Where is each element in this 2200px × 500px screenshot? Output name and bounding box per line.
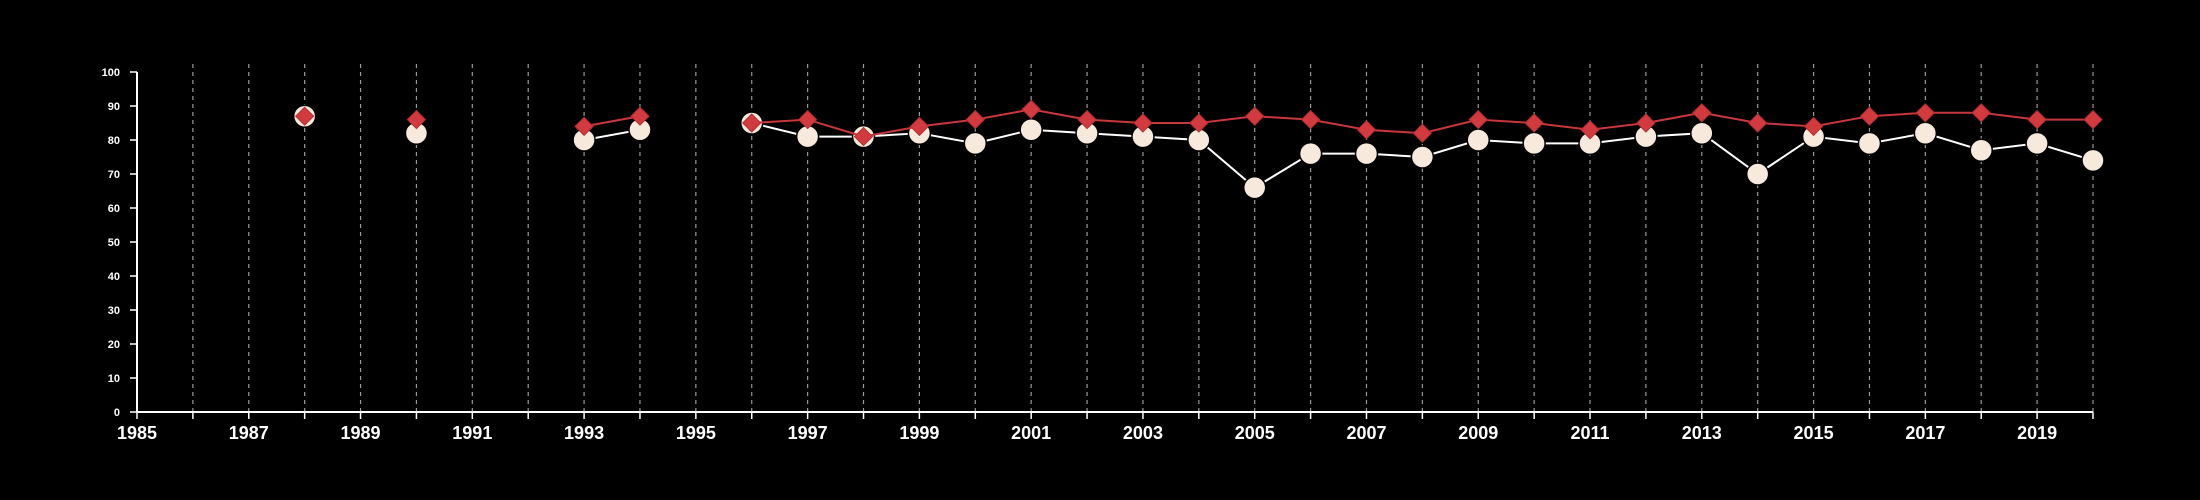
data-point-circle [1354,141,1379,166]
y-tick-label: 20 [108,339,120,351]
x-tick-label: 1995 [676,423,716,443]
y-tick-label: 70 [108,169,120,181]
data-point-diamond [1468,109,1488,130]
data-point-circle [2081,148,2105,173]
x-tick-label: 2009 [1458,423,1498,443]
data-point-diamond [742,113,762,133]
x-tick-label: 1985 [117,423,157,443]
data-point-diamond [1356,120,1377,140]
x-tick-label: 1993 [564,423,604,443]
x-tick-label: 2019 [2017,423,2057,443]
data-point-diamond [2027,109,2047,130]
y-tick-label: 40 [108,271,120,283]
data-point-diamond [574,116,594,137]
data-point-diamond [797,109,818,130]
data-point-circle [1522,131,1546,156]
data-point-circle [963,131,988,156]
x-tick-label: 1989 [341,423,381,443]
data-point-diamond [1915,103,1936,123]
data-point-circle [1745,162,1770,186]
data-point-circle [1019,118,1043,142]
y-tick-label: 10 [108,373,120,385]
data-point-circle [1242,175,1267,200]
x-tick-label: 1987 [229,423,269,443]
y-tick-label: 50 [108,237,120,249]
x-tick-label: 1997 [788,423,828,443]
data-point-diamond [1245,106,1265,126]
data-point-diamond [1859,106,1880,126]
x-tick-label: 2003 [1123,423,1163,443]
x-tick-label: 2005 [1235,423,1275,443]
data-point-diamond [1077,109,1097,130]
tick-labels: 1985 1987 1989 1991 1993 1995 1997 1999 2001 2003… [102,67,2057,443]
x-tick-label: 1999 [899,423,939,443]
data-point-circle [1298,141,1323,166]
data-point-diamond [1971,103,1991,123]
axes [130,71,2094,419]
data-point-diamond [1133,113,1153,133]
data-point-diamond [294,106,315,126]
data-point-diamond [1021,99,1041,120]
data-point-circle [1466,128,1491,152]
y-tick-label: 100 [102,67,120,79]
data-point-circle [1690,121,1714,145]
series-diamond [294,99,2103,147]
data-point-diamond [1747,113,1768,133]
data-point-diamond [853,126,874,147]
series-group [292,99,2105,200]
data-point-circle [1410,145,1435,169]
x-tick-label: 2015 [1794,423,1834,443]
y-tick-label: 0 [114,407,120,419]
x-tick-label: 1991 [452,423,492,443]
x-tick-label: 2001 [1011,423,1051,443]
data-point-diamond [909,116,930,137]
data-point-diamond [965,109,985,130]
data-point-diamond [630,106,650,126]
data-point-diamond [1189,113,1209,133]
x-tick-label: 2017 [1905,423,1945,443]
data-point-diamond [1524,113,1544,133]
y-tick-label: 30 [108,305,120,317]
y-tick-label: 60 [108,203,120,215]
y-tick-label: 80 [108,135,120,147]
data-point-circle [1857,131,1882,156]
data-point-circle [1969,138,1993,162]
y-tick-label: 90 [108,101,120,113]
x-tick-label: 2013 [1682,423,1722,443]
x-tick-label: 2007 [1346,423,1386,443]
data-point-diamond [1803,116,1824,137]
data-point-diamond [1412,123,1433,143]
data-point-diamond [2083,109,2103,130]
data-point-circle [1913,121,1938,145]
data-point-diamond [1692,103,1712,123]
x-tick-label: 2011 [1570,423,1609,443]
data-point-diamond [1636,113,1656,133]
data-point-diamond [1580,120,1600,140]
data-point-diamond [1300,109,1321,130]
series-line [583,115,641,128]
data-point-circle [2025,131,2049,156]
data-point-diamond [406,109,427,130]
